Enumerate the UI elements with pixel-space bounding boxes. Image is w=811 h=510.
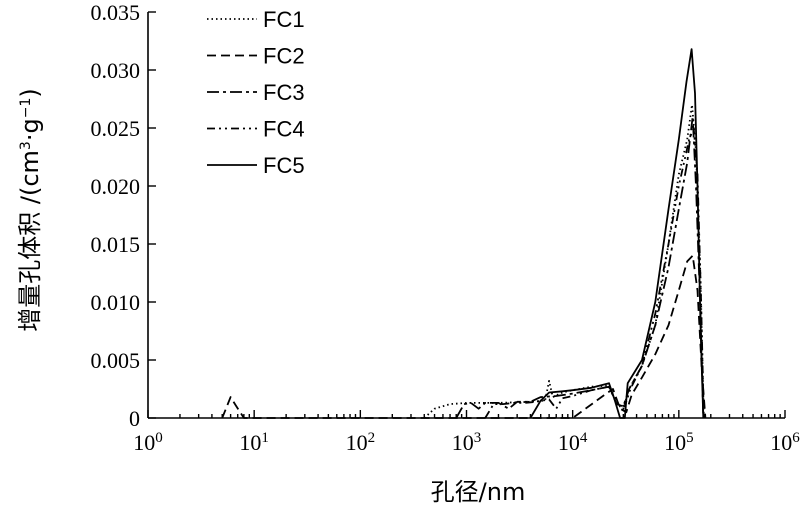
y-tick-label: 0.015	[91, 232, 141, 257]
x-tick-label-base: 10	[664, 430, 686, 455]
y-axis-title-sup2: −1	[18, 98, 34, 119]
y-axis-title-mid: ·g	[16, 118, 44, 141]
y-tick-label: 0.030	[91, 58, 141, 83]
x-tick-label: 105	[664, 430, 694, 455]
series-fc5-line	[529, 48, 705, 419]
y-tick-label: 0.035	[91, 0, 141, 25]
x-tick-label-exponent: 2	[368, 430, 376, 446]
legend: FC1 FC2 FC3 FC4 FC5	[207, 7, 305, 178]
legend-label-fc3: FC3	[263, 80, 305, 105]
y-tick-label: 0	[129, 406, 140, 431]
x-tick-label-base: 10	[133, 430, 155, 455]
y-axis-ticks: 0 0.005 0.010 0.015 0.020 0.025 0.030 0.035	[91, 0, 156, 431]
x-tick-label: 101	[239, 430, 269, 455]
y-tick-label: 0.010	[91, 290, 141, 315]
y-tick-label: 0.025	[91, 116, 141, 141]
x-tick-label-exponent: 0	[155, 430, 163, 446]
y-axis-title-suffix: )	[16, 88, 44, 97]
y-tick-label: 0.020	[91, 174, 141, 199]
y-axis-title-sup1: 3	[18, 141, 34, 150]
series-fc2-line	[221, 254, 707, 419]
x-tick-label-exponent: 3	[474, 430, 482, 446]
legend-label-fc1: FC1	[263, 7, 305, 32]
series-fc4-line	[484, 127, 705, 419]
x-tick-label-base: 10	[452, 430, 474, 455]
legend-label-fc2: FC2	[263, 44, 305, 69]
x-tick-label-base: 10	[770, 430, 792, 455]
x-tick-label-base: 10	[558, 430, 580, 455]
x-tick-label-exponent: 5	[686, 430, 694, 446]
x-tick-label-base: 10	[239, 430, 261, 455]
legend-label-fc4: FC4	[263, 117, 305, 142]
x-tick-label: 100	[133, 430, 163, 455]
plot-area: 100 101 102 103 104 105 106 00.0050.0100.0150.…	[91, 0, 801, 455]
series-fc3-line	[455, 115, 705, 419]
x-tick-label: 104	[558, 430, 588, 455]
x-tick-label-exponent: 6	[792, 430, 800, 446]
x-tick-label-base: 10	[346, 430, 368, 455]
x-tick-label-exponent: 1	[261, 430, 269, 446]
x-tick-label-exponent: 4	[580, 430, 588, 446]
x-tick-label: 106	[770, 430, 800, 455]
x-tick-label: 102	[346, 430, 376, 455]
y-axis-title-prefix: 增量孔体积 /(cm	[16, 150, 44, 332]
y-tick-label: 0.005	[91, 348, 141, 373]
x-tick-label: 103	[452, 430, 482, 455]
x-axis-title: 孔径/nm	[431, 478, 526, 506]
legend-label-fc5: FC5	[263, 153, 305, 178]
x-axis-ticks: 100 101 102 103 104 105 106	[133, 410, 800, 455]
series-lines	[221, 48, 707, 419]
y-axis-title: 增量孔体积 /(cm3·g−1)	[16, 88, 44, 331]
